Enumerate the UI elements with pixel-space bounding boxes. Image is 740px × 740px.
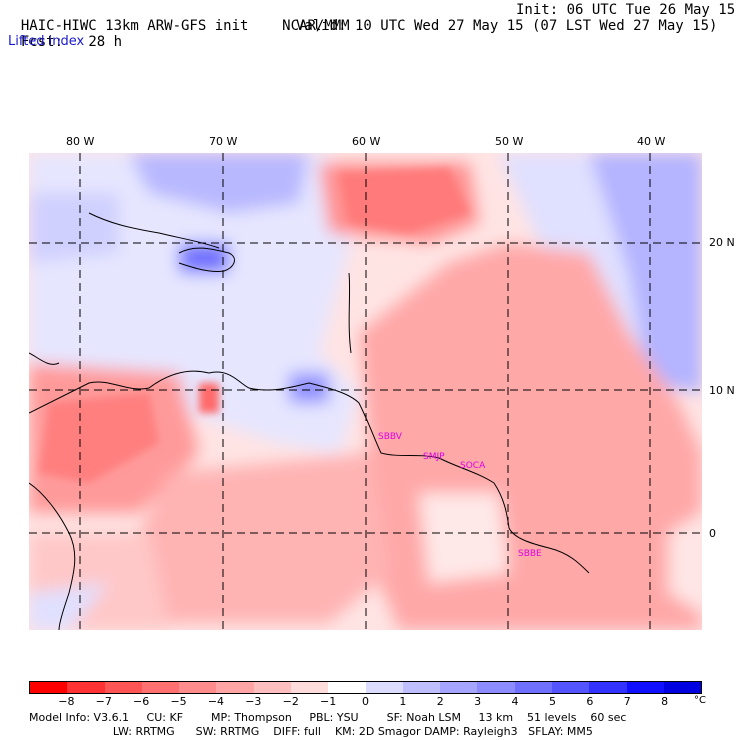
colorbar-tick-label: 8 <box>661 695 669 708</box>
colorbar-swatch <box>440 682 478 693</box>
lat-label-20n: 20 N <box>709 236 735 249</box>
colorbar-tick-label: 2 <box>436 695 444 708</box>
colorbar-tick-label: −3 <box>245 695 262 708</box>
station-smjp: SMJP <box>423 452 445 462</box>
colorbar-swatch <box>30 682 68 693</box>
colorbar-tick-label: 7 <box>623 695 631 708</box>
coastlines <box>29 212 590 630</box>
colorbar-tick-label: −1 <box>320 695 337 708</box>
colorbar-swatch <box>402 682 441 693</box>
colorbar-swatch <box>216 682 254 693</box>
colorbar-tick-label: 6 <box>586 695 594 708</box>
colorbar-swatch <box>253 682 291 693</box>
model-info-line1: Model Info: V3.6.1 CU: KF MP: Thompson P… <box>29 711 627 724</box>
lon-label-80w: 80 W <box>66 135 95 148</box>
colorbar-swatch <box>589 682 627 693</box>
colorbar-tick-label: 4 <box>511 695 519 708</box>
colorbar-swatch <box>477 682 515 693</box>
colorbar-tick-label: −5 <box>170 695 187 708</box>
colorbar-swatch <box>551 682 590 693</box>
lat-label-10n: 10 N <box>709 384 735 397</box>
lat-lon-grid <box>29 153 702 630</box>
lon-label-40w: 40 W <box>637 135 666 148</box>
colorbar-swatch <box>104 682 142 693</box>
forecast-hour: Fcst: 28 h <box>20 34 123 50</box>
colorbar <box>29 681 702 694</box>
colorbar-tick-label: 5 <box>548 695 556 708</box>
valid-time: Valid: 10 UTC Wed 27 May 15 (07 LST Wed … <box>296 18 718 34</box>
lon-label-60w: 60 W <box>352 135 381 148</box>
colorbar-swatch <box>141 682 180 693</box>
colorbar-tick-label: 0 <box>362 695 369 708</box>
colorbar-swatch <box>290 682 329 693</box>
lat-label-0: 0 <box>709 527 716 540</box>
colorbar-swatch <box>514 682 552 693</box>
colorbar-swatch <box>328 682 366 693</box>
colorbar-swatch <box>663 682 702 693</box>
colorbar-tick-label: 3 <box>474 695 482 708</box>
model-info-line2: LW: RRTMG SW: RRTMG DIFF: full KM: 2D Sm… <box>29 725 593 738</box>
colorbar-tick-label: 1 <box>399 695 407 708</box>
map-canvas <box>29 153 702 630</box>
colorbar-swatch <box>179 682 217 693</box>
station-sbbe: SBBE <box>518 549 542 559</box>
variable-name: Lifted index <box>8 34 85 49</box>
lon-label-70w: 70 W <box>209 135 238 148</box>
lifted-index-map <box>29 153 702 630</box>
colorbar-swatch <box>67 682 105 693</box>
colorbar-tick-label: −6 <box>133 695 150 708</box>
colorbar-tick-label: −4 <box>207 695 225 708</box>
colorbar-tick-label: −8 <box>58 695 75 708</box>
init-time: Init: 06 UTC Tue 26 May 15 <box>516 2 736 18</box>
colorbar-swatch <box>626 682 664 693</box>
model-title: HAIC-HIWC 13km ARW-GFS init NCAR/MMM <box>20 18 350 34</box>
colorbar-swatch <box>365 682 403 693</box>
colorbar-tick-label: −7 <box>95 695 112 708</box>
colorbar-unit: °C <box>694 695 706 706</box>
colorbar-tick-label: −2 <box>282 695 299 708</box>
station-sbbv: SBBV <box>378 432 402 442</box>
lon-label-50w: 50 W <box>495 135 524 148</box>
station-soca: SOCA <box>460 461 486 471</box>
